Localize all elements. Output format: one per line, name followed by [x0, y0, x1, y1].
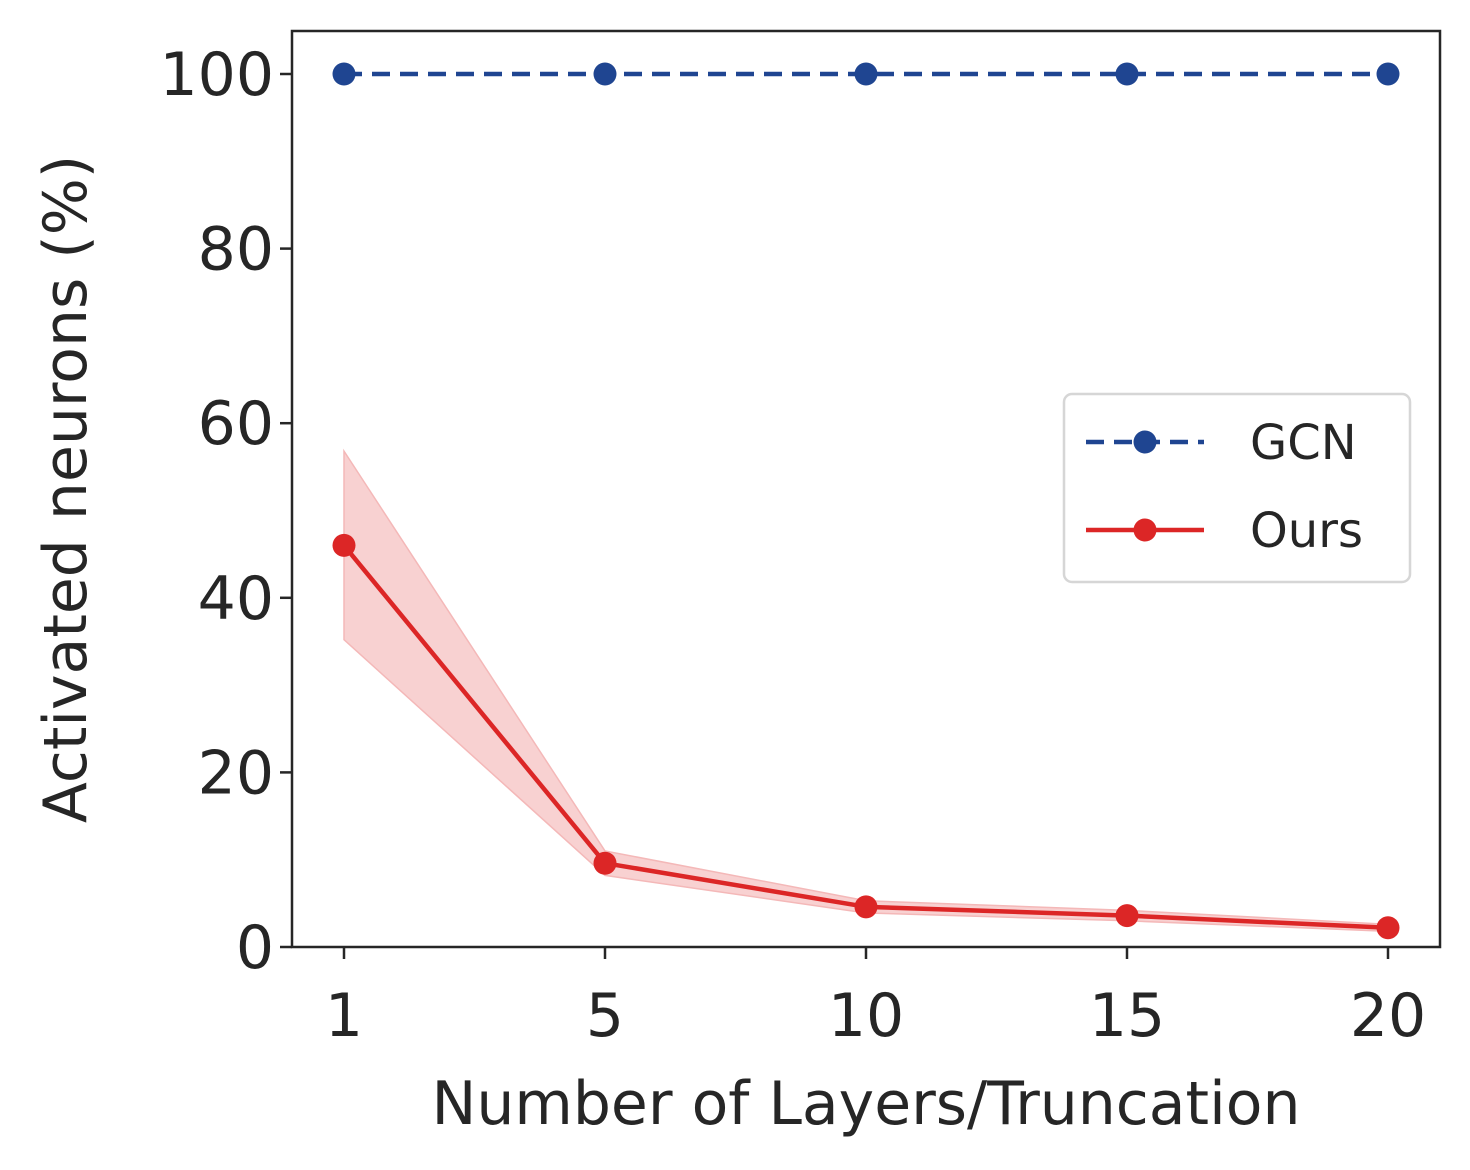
ours-point: [332, 533, 356, 557]
x-tick-label: 10: [828, 981, 904, 1051]
legend: GCN Ours: [1062, 392, 1412, 584]
x-tick-label: 15: [1089, 981, 1165, 1051]
y-tick-label: 80: [198, 215, 274, 285]
x-axis-title: Number of Layers/Truncation: [431, 1069, 1300, 1139]
ours-point: [1376, 916, 1400, 940]
y-tick-label: 0: [236, 913, 274, 983]
x-axis: 1 5 10 15 20: [325, 947, 1426, 1051]
x-tick-label: 1: [325, 981, 363, 1051]
y-tick-label: 20: [198, 738, 274, 808]
legend-gcn-marker: [1133, 430, 1157, 454]
ours-point: [1115, 904, 1139, 928]
y-axis: 0 20 40 60 80 100: [159, 40, 292, 983]
ours-series-line: [342, 543, 1389, 931]
gcn-point: [1376, 62, 1400, 86]
x-tick-label: 20: [1350, 981, 1426, 1051]
y-tick-label: 60: [198, 389, 274, 459]
y-axis-title: Activated neurons (%): [31, 155, 101, 823]
plot-area: [332, 62, 1400, 940]
ours-point: [593, 851, 617, 875]
ours-point: [854, 895, 878, 919]
y-tick-label: 40: [198, 564, 274, 634]
legend-ours-marker: [1133, 518, 1157, 542]
gcn-point: [593, 62, 617, 86]
gcn-point: [854, 62, 878, 86]
x-tick-label: 5: [586, 981, 624, 1051]
y-tick-label: 100: [159, 40, 274, 110]
legend-ours-label: Ours: [1250, 503, 1363, 559]
gcn-point: [1115, 62, 1139, 86]
legend-gcn-label: GCN: [1250, 415, 1357, 471]
gcn-point: [332, 62, 356, 86]
